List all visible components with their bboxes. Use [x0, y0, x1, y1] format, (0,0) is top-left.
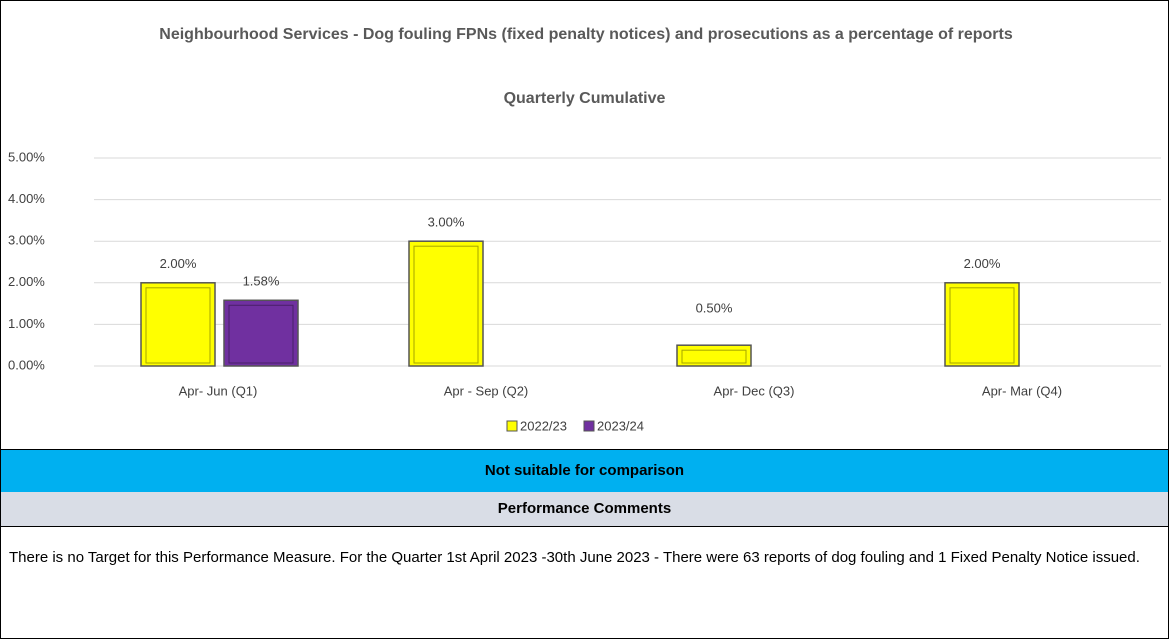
- y-tick-label: 1.00%: [8, 316, 45, 331]
- legend-label: 2023/24: [597, 418, 644, 433]
- bar: [408, 240, 484, 367]
- data-label: 0.50%: [696, 301, 733, 316]
- bar-bevel: [681, 349, 747, 364]
- x-tick-label: Apr- Jun (Q1): [179, 383, 258, 398]
- x-tick-label: Apr- Mar (Q4): [982, 383, 1062, 398]
- data-label: 3.00%: [428, 215, 465, 230]
- bar: [676, 344, 752, 367]
- y-tick-label: 2.00%: [8, 274, 45, 289]
- bar: [944, 282, 1020, 367]
- bar-bevel: [949, 287, 1015, 364]
- bar: [223, 299, 299, 367]
- data-label: 1.58%: [243, 274, 280, 289]
- data-label: 2.00%: [160, 256, 197, 271]
- y-tick-label: 0.00%: [8, 357, 45, 372]
- bar-bevel: [228, 304, 294, 364]
- comments-heading: Performance Comments: [1, 492, 1168, 527]
- comparison-banner: Not suitable for comparison: [1, 449, 1168, 493]
- legend-swatch: [506, 420, 518, 432]
- chart-title: Neighbourhood Services - Dog fouling FPN…: [159, 26, 1013, 43]
- chart-subtitle: Quarterly Cumulative: [503, 90, 666, 107]
- legend-swatch: [583, 420, 595, 432]
- comments: There is no Target for this Performance …: [9, 549, 1140, 566]
- x-tick-label: Apr - Sep (Q2): [444, 383, 529, 398]
- data-label: 2.00%: [964, 256, 1001, 271]
- bar: [140, 282, 216, 367]
- y-tick-label: 4.00%: [8, 191, 45, 206]
- y-tick-label: 3.00%: [8, 233, 45, 248]
- x-tick-label: Apr- Dec (Q3): [714, 383, 795, 398]
- legend-label: 2022/23: [520, 418, 567, 433]
- bar-bevel: [145, 287, 211, 364]
- chart: 0.00% 1.00% 2.00% 3.00% 4.00% 5.00% Apr- Jun (…: [8, 149, 1161, 433]
- y-tick-label: 5.00%: [8, 149, 45, 164]
- bar-bevel: [413, 245, 479, 364]
